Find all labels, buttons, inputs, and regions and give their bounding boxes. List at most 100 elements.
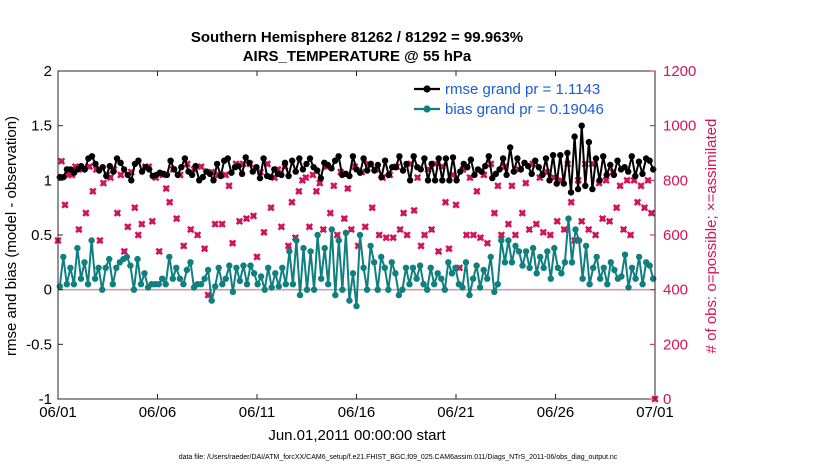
obs-marker <box>193 231 202 239</box>
obs-marker <box>57 157 66 165</box>
rmse-point <box>192 162 199 170</box>
obs-marker <box>504 220 513 228</box>
rmse-point <box>167 157 174 164</box>
rmse-point <box>292 168 299 175</box>
x-tick-label: 06/21 <box>437 404 475 421</box>
data-file-footnote: data file: /Users/raeder/DAI/ATM_forcXX/… <box>179 454 618 461</box>
rmse-point <box>578 122 585 129</box>
rmse-point <box>449 154 457 161</box>
obs-marker <box>253 253 261 261</box>
bias-point <box>272 270 279 277</box>
bias-point <box>501 259 509 266</box>
bias-series <box>56 215 657 310</box>
chart-title-line1: Southern Hemisphere 81262 / 81292 = 99.9… <box>191 29 523 46</box>
obs-marker <box>539 228 547 236</box>
rmse-point <box>489 174 496 182</box>
obs-marker <box>497 231 506 239</box>
bias-point <box>356 231 364 239</box>
rmse-point <box>92 160 99 168</box>
obs-marker <box>619 225 628 234</box>
rmse-point <box>178 164 185 171</box>
obs-marker <box>124 223 132 231</box>
obs-marker <box>117 171 125 179</box>
rmse-point <box>128 177 135 184</box>
bias-point <box>321 244 328 252</box>
rmse-point <box>467 156 475 163</box>
obs-marker <box>138 220 146 228</box>
rmse-point <box>539 171 546 179</box>
rmse-point <box>60 173 67 181</box>
rmse-point <box>317 174 324 182</box>
obs-marker <box>522 179 530 187</box>
obs-marker <box>113 209 122 217</box>
bias-point <box>469 275 477 282</box>
obs-marker <box>413 173 422 182</box>
bias-point <box>293 237 300 244</box>
bias-point <box>487 253 494 261</box>
bias-point <box>575 237 583 244</box>
x-tick-label: 06/06 <box>139 404 177 421</box>
bias-point <box>77 275 85 282</box>
bias-point <box>81 259 88 266</box>
obs-marker <box>647 209 656 217</box>
rmse-point <box>564 149 571 157</box>
bias-point <box>452 264 459 271</box>
obs-marker <box>211 220 219 228</box>
y-right-tick-label: 1200 <box>663 63 696 80</box>
obs-marker <box>347 225 355 234</box>
obs-marker <box>305 223 314 231</box>
bias-point <box>247 262 254 269</box>
rmse-point <box>381 157 389 164</box>
bias-point <box>551 244 558 252</box>
bias-point <box>409 264 417 271</box>
bias-point <box>363 286 371 293</box>
rmse-point <box>557 152 564 159</box>
bias-point <box>427 264 434 271</box>
obs-marker <box>316 179 324 187</box>
rmse-point <box>428 160 435 168</box>
bias-point <box>219 281 226 288</box>
obs-marker <box>284 242 293 250</box>
rmse-point <box>106 162 114 170</box>
rmse-point <box>224 155 231 162</box>
legend-rmse-label: rmse grand pr = 1.1143 <box>445 81 600 98</box>
rmse-point <box>403 160 410 168</box>
obs-marker <box>532 220 540 228</box>
obs-marker <box>602 176 610 184</box>
bias-point <box>113 264 120 271</box>
x-axis-label: Jun.01,2011 00:00:00 start <box>268 427 446 444</box>
rmse-point <box>88 153 96 160</box>
obs-marker <box>473 187 481 195</box>
rmse-point <box>271 166 278 173</box>
rmse-point <box>457 168 464 175</box>
obs-marker <box>82 209 90 217</box>
obs-marker <box>228 239 237 247</box>
bias-point <box>618 273 625 280</box>
rmse-point <box>421 155 428 162</box>
obs-marker <box>309 171 317 179</box>
obs-marker <box>326 209 334 217</box>
rmse-point <box>228 169 235 176</box>
bias-point <box>526 264 533 271</box>
y-axis-left-ticks: -1 -0.5 0 0.5 1 1.5 2 <box>26 63 63 408</box>
bias-point <box>208 297 215 304</box>
bias-point <box>473 262 480 269</box>
rmse-point <box>217 172 224 180</box>
bias-point <box>240 262 247 269</box>
obs-marker <box>626 231 635 239</box>
rmse-point <box>542 155 550 162</box>
obs-marker <box>200 245 209 253</box>
bias-point <box>67 264 74 271</box>
bias-point <box>84 281 92 288</box>
rmse-point <box>514 155 521 162</box>
bias-point <box>176 275 184 282</box>
rmse-point <box>535 164 542 171</box>
obs-marker <box>441 198 450 206</box>
bias-point <box>593 253 600 261</box>
bias-point <box>222 275 229 282</box>
rmse-point <box>374 161 382 169</box>
bias-point <box>162 281 169 288</box>
obs-marker <box>375 231 383 239</box>
bias-point <box>635 253 643 261</box>
